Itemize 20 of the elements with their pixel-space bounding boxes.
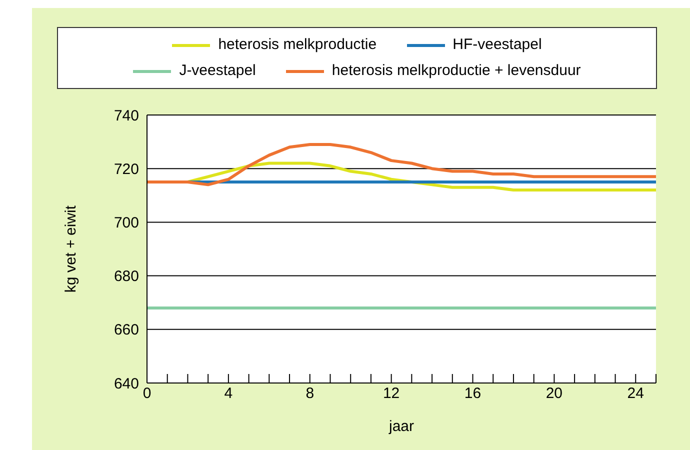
line-series: [147, 142, 656, 186]
y-tick-label: 700: [114, 214, 139, 232]
y-axis-title: kg vet + eiwit: [62, 204, 80, 293]
x-tick-label: 4: [224, 385, 233, 402]
x-tick-label: 8: [306, 385, 314, 402]
legend-label: HF-veestapel: [452, 35, 542, 55]
y-tick-label: 720: [114, 160, 139, 178]
legend-label: heterosis melkproductie: [218, 35, 377, 55]
legend-label: J-veestapel: [179, 61, 256, 81]
y-tick-label: 740: [114, 107, 139, 124]
x-tick-label: 24: [627, 385, 644, 402]
x-tick-label: 12: [382, 385, 400, 402]
x-tick-label: 16: [464, 385, 482, 402]
x-tick-label: 20: [546, 385, 563, 402]
y-tick-label: 640: [114, 375, 139, 392]
x-tick-label: 0: [142, 385, 152, 402]
x-axis-title: jaar: [388, 418, 414, 435]
y-tick-label: 660: [114, 322, 139, 339]
y-tick-label: 680: [114, 268, 139, 286]
legend-label: heterosis melkproductie + levensduur: [332, 61, 581, 81]
